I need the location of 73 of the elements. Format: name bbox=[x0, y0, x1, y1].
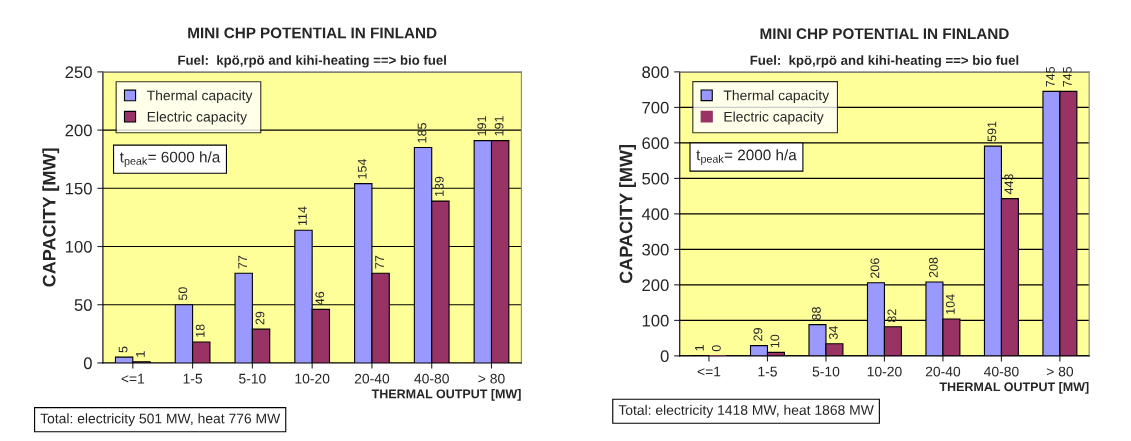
data-label: 10 bbox=[770, 334, 780, 348]
legend-label: Thermal capacity bbox=[147, 90, 253, 104]
chart-title: MINI CHP POTENTIAL IN FINLAND bbox=[188, 27, 437, 39]
data-label: 77 bbox=[375, 255, 384, 269]
data-label: 191 bbox=[477, 116, 487, 136]
y-tick-label: 200 bbox=[642, 279, 669, 292]
x-tick-label: 5-10 bbox=[812, 366, 840, 377]
x-tick-label: 20-40 bbox=[925, 366, 961, 377]
x-tick-label: > 80 bbox=[1046, 366, 1074, 377]
data-label: 77 bbox=[238, 255, 247, 269]
data-label: 18 bbox=[195, 324, 205, 337]
x-tick-label: 20-40 bbox=[354, 373, 390, 384]
data-label: 50 bbox=[178, 287, 188, 301]
data-label: 154 bbox=[357, 158, 367, 179]
y-tick-label: 100 bbox=[642, 314, 669, 327]
data-label: 114 bbox=[298, 206, 307, 226]
y-tick-label: 800 bbox=[642, 66, 669, 79]
text: Total: electricity 501 MW, heat 776 MW bbox=[40, 413, 281, 427]
x-tick-label: 1-5 bbox=[183, 373, 203, 384]
data-label: 88 bbox=[811, 307, 821, 320]
y-tick-label: 300 bbox=[642, 243, 669, 256]
chart-subtitle: Fuel: kpö,rpö and kihi-heating ==> bio fuel bbox=[178, 55, 446, 68]
y-tick-label: 200 bbox=[65, 124, 92, 137]
y-tick-label: 150 bbox=[65, 182, 92, 195]
x-tick-label: 40-80 bbox=[983, 366, 1019, 377]
y-tick-label: 500 bbox=[642, 172, 669, 185]
annotation: t$_{peak}$= 6000 h/a bbox=[119, 151, 221, 167]
x-axis-title: THERMAL OUTPUT [MW] bbox=[371, 389, 521, 401]
x-tick-label: <=1 bbox=[697, 366, 721, 377]
y-tick-label: 0 bbox=[660, 350, 669, 363]
data-label: 104 bbox=[945, 294, 955, 314]
y-tick-label: 0 bbox=[83, 357, 92, 370]
annotation: t$_{peak}$= 2000 h/a bbox=[696, 149, 797, 165]
data-label: 82 bbox=[887, 309, 897, 323]
x-tick-label: 10-20 bbox=[295, 373, 330, 384]
legend-label: Electric capacity bbox=[147, 111, 248, 125]
y-tick-label: 600 bbox=[642, 137, 669, 150]
legend-label: Electric capacity bbox=[724, 111, 824, 125]
data-label: 34 bbox=[828, 326, 838, 340]
x-tick-label: 10-20 bbox=[867, 366, 902, 377]
chart-title: MINI CHP POTENTIAL IN FINLAND bbox=[760, 28, 1009, 40]
y-tick-label: 100 bbox=[65, 240, 92, 253]
x-tick-label: > 80 bbox=[478, 373, 505, 384]
text: Total: electricity 1418 MW, heat 1868 MW bbox=[618, 404, 874, 418]
y-tick-label: 250 bbox=[65, 66, 92, 79]
data-label: 443 bbox=[1004, 174, 1014, 195]
data-label: 208 bbox=[928, 257, 938, 278]
data-label: 29 bbox=[255, 311, 265, 325]
x-axis-title: THERMAL OUTPUT [MW] bbox=[939, 382, 1089, 394]
data-label: 745 bbox=[1046, 66, 1055, 87]
data-label: 0 bbox=[711, 345, 721, 352]
y-tick-label: 700 bbox=[642, 101, 669, 114]
x-tick-label: 1-5 bbox=[758, 366, 777, 377]
y-tick-label: 50 bbox=[74, 299, 92, 311]
data-label: 206 bbox=[870, 258, 880, 278]
data-label: 46 bbox=[315, 291, 325, 305]
x-tick-label: <=1 bbox=[121, 373, 145, 384]
data-label: 1 bbox=[136, 351, 145, 357]
x-tick-label: 40-80 bbox=[414, 373, 449, 384]
data-label: 29 bbox=[753, 328, 763, 341]
data-label: 139 bbox=[434, 176, 444, 196]
data-label: 591 bbox=[987, 121, 997, 142]
data-label: 1 bbox=[695, 345, 704, 351]
data-label: 745 bbox=[1063, 66, 1072, 87]
chart-subtitle: Fuel: kpö,rpö and kihi-heating ==> bio fuel bbox=[750, 55, 1019, 68]
y-axis-title: CAPACITY [MW] bbox=[42, 148, 60, 287]
y-tick-label: 400 bbox=[641, 208, 669, 221]
data-label: 185 bbox=[417, 123, 427, 143]
data-label: 191 bbox=[494, 116, 504, 136]
data-label: 5 bbox=[118, 346, 128, 353]
y-axis-title: CAPACITY [MW] bbox=[619, 145, 636, 284]
legend-label: Thermal capacity bbox=[723, 90, 830, 104]
x-tick-label: 5-10 bbox=[239, 373, 266, 384]
